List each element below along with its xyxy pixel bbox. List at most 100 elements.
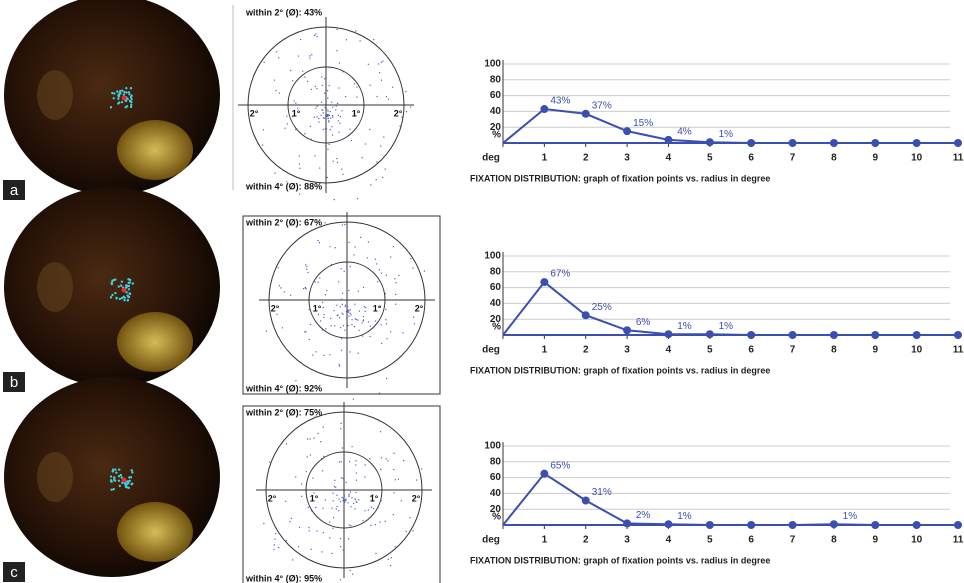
data-point	[830, 139, 838, 147]
fixation-point	[355, 30, 356, 31]
fixation-point	[357, 319, 358, 320]
fixation-cluster	[113, 97, 115, 99]
value-label: 1%	[843, 511, 858, 522]
fixation-point	[319, 277, 320, 278]
fixation-point	[300, 39, 301, 40]
fixation-point	[351, 319, 352, 320]
fixation-point	[325, 499, 326, 500]
fixation-point	[307, 456, 308, 457]
y-tick-label: 20	[490, 504, 502, 515]
fixation-point	[292, 559, 293, 560]
fixation-point	[318, 121, 319, 122]
fixation-point	[344, 500, 345, 501]
fixation-point	[312, 477, 313, 478]
fixation-point	[360, 237, 361, 238]
fixation-point	[349, 461, 350, 462]
fixation-point	[350, 491, 351, 492]
fixation-point	[262, 144, 263, 145]
fixation-point	[305, 331, 306, 332]
fixation-point	[368, 241, 369, 242]
fixation-point	[309, 55, 310, 56]
data-point	[540, 470, 548, 478]
fixation-point	[386, 458, 387, 459]
fixation-point	[293, 100, 294, 101]
data-point	[789, 521, 797, 529]
fixation-point	[327, 149, 328, 150]
fixation-point	[307, 272, 308, 273]
fixation-cluster	[110, 475, 112, 477]
fixation-point	[337, 315, 338, 316]
fixation-cluster	[118, 101, 120, 103]
data-point	[913, 139, 921, 147]
optic-disc	[117, 502, 193, 562]
value-label: 1%	[719, 129, 734, 140]
fixation-point	[338, 87, 339, 88]
fixation-point	[325, 328, 326, 329]
fixation-cluster	[129, 281, 131, 283]
fixation-cluster	[117, 97, 119, 99]
fixation-point	[381, 324, 382, 325]
fixation-point	[342, 500, 343, 501]
fixation-cluster	[123, 91, 125, 93]
fixation-point	[263, 523, 264, 524]
y-tick-label: 20	[490, 122, 502, 133]
fixation-point	[327, 98, 328, 99]
fixation-point	[350, 313, 351, 314]
fixation-point	[379, 393, 380, 394]
fixation-point	[332, 117, 333, 118]
fixation-point	[341, 110, 342, 111]
fixation-point	[341, 423, 342, 424]
fixation-cluster	[111, 283, 113, 285]
fixation-point	[316, 36, 317, 37]
fixation-point	[380, 145, 381, 146]
fixation-point	[341, 268, 342, 269]
ring-label: 2°	[412, 493, 421, 503]
fixation-point	[349, 266, 350, 267]
fixation-cluster	[113, 488, 115, 490]
fixation-point	[410, 107, 411, 108]
x-tick-label: 4	[666, 535, 672, 546]
fixation-point	[312, 354, 313, 355]
fixation-point	[314, 117, 315, 118]
fixation-point	[322, 302, 323, 303]
fixation-point	[331, 508, 332, 509]
x-tick-label: 9	[872, 535, 878, 546]
fixation-point	[370, 326, 371, 327]
fixation-center	[122, 478, 127, 483]
fixation-point	[342, 224, 343, 225]
fixation-point	[301, 496, 302, 497]
data-point	[623, 326, 631, 334]
fixation-point	[276, 314, 277, 315]
fixation-point	[295, 129, 296, 130]
fixation-point	[386, 275, 387, 276]
fixation-point	[349, 524, 350, 525]
fixation-point	[333, 500, 334, 501]
fixation-point	[299, 155, 300, 156]
fixation-point	[393, 492, 394, 493]
y-tick-label: 80	[490, 74, 502, 85]
fixation-point	[353, 399, 354, 400]
fixation-point	[350, 506, 351, 507]
fixation-point	[311, 54, 312, 55]
fixation-cluster	[110, 488, 112, 490]
fixation-point	[327, 116, 328, 117]
data-point	[582, 497, 590, 505]
fixation-point	[385, 521, 386, 522]
fixation-point	[326, 128, 327, 129]
fixation-cluster	[129, 100, 131, 102]
fixation-point	[278, 57, 279, 58]
fixation-point	[292, 80, 293, 81]
fixation-point	[307, 438, 308, 439]
fixation-point	[314, 155, 315, 156]
fixation-point	[353, 254, 354, 255]
fixation-point	[379, 281, 380, 282]
x-tick-label: 8	[831, 153, 837, 164]
fixation-point	[334, 486, 335, 487]
fixation-point	[289, 521, 290, 522]
fixation-point	[385, 293, 386, 294]
fixation-point	[396, 282, 397, 283]
fixation-cluster	[130, 106, 132, 108]
fixation-point	[342, 478, 343, 479]
fixation-point	[304, 331, 305, 332]
fundus-image	[4, 0, 220, 195]
